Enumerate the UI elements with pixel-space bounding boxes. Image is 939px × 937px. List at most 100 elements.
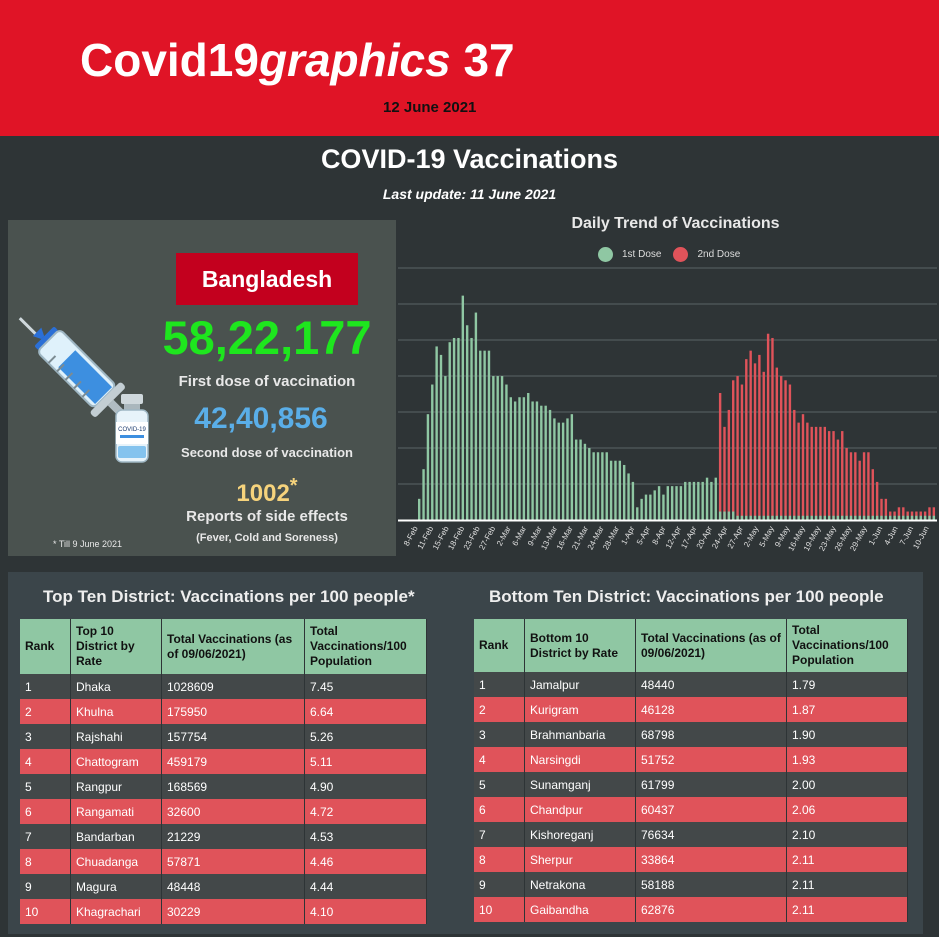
- bar-first-dose: [500, 376, 504, 520]
- total-cell: 33864: [635, 847, 787, 872]
- total-cell: 51752: [635, 747, 787, 772]
- district-cell: Khagrachari: [70, 899, 162, 924]
- bar-second-dose: [832, 431, 835, 520]
- bar-first-dose: [461, 295, 465, 520]
- rank-cell: 10: [20, 899, 71, 924]
- x-tick-label: 27-Apr: [726, 524, 745, 550]
- bar-first-dose: [583, 443, 587, 520]
- bar-second-dose: [875, 481, 879, 520]
- bar-first-dose: [483, 350, 486, 520]
- bar-first-dose: [513, 401, 517, 520]
- x-tick-label: 1-Jun: [867, 525, 884, 547]
- table-row: 9 Netrakona 58188 2.11: [474, 872, 908, 897]
- bar-first-dose: [522, 397, 526, 520]
- bar-first-dose: [906, 515, 909, 520]
- bar-second-dose: [932, 507, 936, 520]
- total-cell: 62876: [635, 897, 787, 922]
- bar-first-dose: [862, 515, 866, 520]
- total-cell: 48448: [161, 874, 305, 899]
- bar-first-dose: [701, 481, 704, 520]
- district-cell: Sherpur: [524, 847, 636, 872]
- bar-first-dose: [705, 477, 709, 520]
- bar-second-dose: [718, 393, 722, 520]
- bar-second-dose: [814, 426, 818, 520]
- bar-second-dose: [880, 498, 883, 520]
- rank-cell: 1: [20, 674, 71, 699]
- bar-first-dose: [710, 481, 713, 520]
- total-cell: 175950: [161, 699, 305, 724]
- rank-cell: 7: [474, 822, 525, 847]
- bar-first-dose: [827, 515, 831, 520]
- rank-cell: 3: [20, 724, 71, 749]
- bar-first-dose: [797, 515, 800, 520]
- bar-first-dose: [880, 515, 883, 520]
- district-cell: Jamalpur: [524, 672, 636, 697]
- bar-second-dose: [753, 363, 757, 520]
- total-cell: 168569: [161, 774, 305, 799]
- table-row: 6 Rangamati 32600 4.72: [20, 799, 427, 824]
- bar-second-dose: [854, 452, 857, 520]
- bar-first-dose: [801, 515, 805, 520]
- bar-first-dose: [793, 515, 796, 520]
- district-cell: Khulna: [70, 699, 162, 724]
- table-row: 3 Rajshahi 157754 5.26: [20, 724, 427, 749]
- table-row: 8 Chuadanga 57871 4.46: [20, 849, 427, 874]
- bar-first-dose: [487, 350, 491, 520]
- district-cell: Dhaka: [70, 674, 162, 699]
- bar-second-dose: [801, 414, 805, 520]
- bar-second-dose: [797, 422, 800, 520]
- bar-first-dose: [723, 511, 726, 520]
- bar-first-dose: [884, 515, 888, 520]
- bar-first-dose: [841, 515, 844, 520]
- bar-first-dose: [832, 515, 835, 520]
- district-cell: Chandpur: [524, 797, 636, 822]
- rate-cell: 2.11: [786, 872, 908, 897]
- bar-first-dose: [854, 515, 857, 520]
- bar-first-dose: [819, 515, 822, 520]
- bar-first-dose: [688, 481, 691, 520]
- bar-first-dose: [435, 346, 438, 520]
- bar-first-dose: [448, 342, 451, 520]
- bar-first-dose: [592, 452, 595, 520]
- rank-cell: 2: [474, 697, 525, 722]
- district-cell: Netrakona: [524, 872, 636, 897]
- bar-first-dose: [479, 350, 482, 520]
- rank-cell: 6: [20, 799, 71, 824]
- bar-first-dose: [910, 515, 914, 520]
- bar-first-dose: [422, 469, 425, 520]
- district-cell: Sunamganj: [524, 772, 636, 797]
- bar-first-dose: [627, 473, 630, 520]
- bar-first-dose: [753, 515, 757, 520]
- bar-second-dose: [845, 448, 848, 520]
- legend-label-first: 1st Dose: [622, 249, 662, 260]
- bar-first-dose: [452, 337, 456, 520]
- bar-first-dose: [601, 452, 604, 520]
- rate-cell: 5.26: [304, 724, 427, 749]
- vial-label: COVID-19: [118, 427, 146, 433]
- bottom-ten-table: Rank Bottom 10 District by Rate Total Va…: [474, 619, 908, 922]
- bar-second-dose: [827, 431, 831, 520]
- district-cell: Chattogram: [70, 749, 162, 774]
- bar-first-dose: [640, 498, 643, 520]
- rate-cell: 4.10: [304, 899, 427, 924]
- bar-first-dose: [771, 515, 774, 520]
- bar-first-dose: [622, 464, 626, 520]
- bar-first-dose: [662, 494, 665, 520]
- bar-second-dose: [758, 354, 761, 520]
- bar-first-dose: [470, 337, 473, 520]
- bar-first-dose: [588, 448, 591, 520]
- bar-first-dose: [649, 494, 652, 520]
- bar-first-dose: [553, 418, 556, 520]
- bar-first-dose: [902, 515, 905, 520]
- bar-first-dose: [439, 354, 443, 520]
- bar-second-dose: [740, 384, 744, 520]
- bar-second-dose: [732, 380, 735, 520]
- bar-first-dose: [474, 312, 478, 520]
- table-row: 1 Dhaka 1028609 7.45: [20, 674, 427, 699]
- bar-second-dose: [871, 469, 874, 520]
- bar-first-dose: [823, 515, 827, 520]
- bar-second-dose: [723, 426, 726, 520]
- bar-second-dose: [902, 507, 905, 520]
- top-table-title: Top Ten District: Vaccinations per 100 p…: [43, 587, 415, 606]
- bar-second-dose: [836, 439, 840, 520]
